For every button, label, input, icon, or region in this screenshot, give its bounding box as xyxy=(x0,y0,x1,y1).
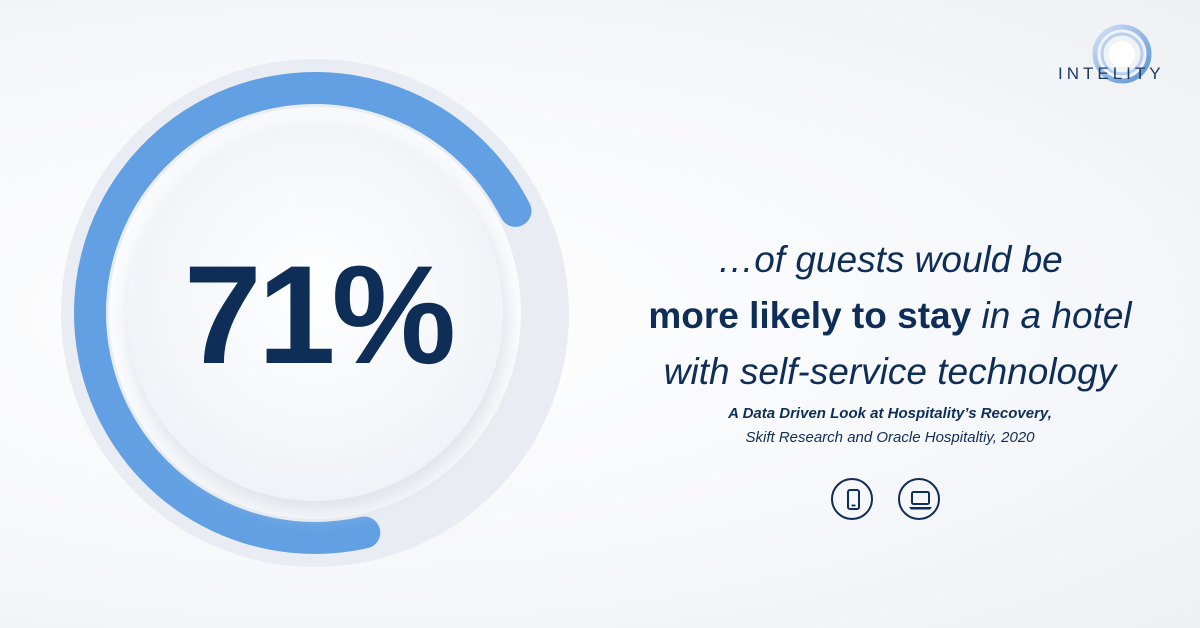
stat-value: 71% xyxy=(183,236,456,393)
ring-inner-disc xyxy=(127,125,503,501)
source-title: A Data Driven Look at Hospitality’s Reco… xyxy=(728,405,1052,422)
headline-emphasis: more likely to stay xyxy=(648,295,972,336)
smartphone-icon xyxy=(831,478,873,520)
logo-swirl-icon xyxy=(1092,24,1152,84)
logo-text: INTELITY xyxy=(1058,64,1165,83)
headline-line-2-rest: in a hotel xyxy=(971,295,1132,336)
ring-progress xyxy=(74,72,556,554)
headline-line-1: …of guests would be xyxy=(717,239,1063,280)
headline-line-3: with self-service technology xyxy=(663,351,1117,392)
stat-ring: 71% xyxy=(61,59,569,567)
source-publisher: Skift Research and Oracle Hospitaltiy, 2… xyxy=(745,429,1035,446)
laptop-icon xyxy=(898,478,940,520)
source-citation: A Data Driven Look at Hospitality’s Reco… xyxy=(640,402,1140,450)
headline: …of guests would be more likely to stay … xyxy=(620,232,1160,400)
intelity-logo: INTELITY xyxy=(1050,20,1190,90)
